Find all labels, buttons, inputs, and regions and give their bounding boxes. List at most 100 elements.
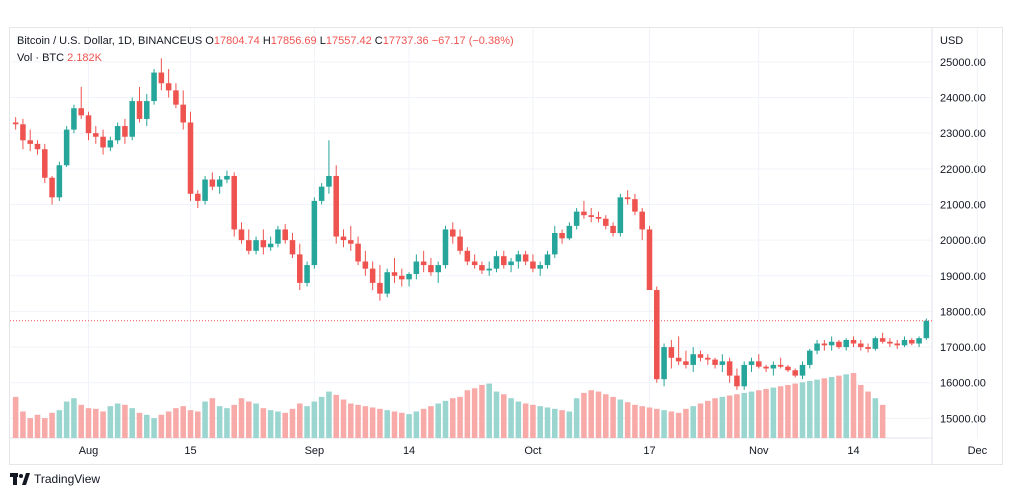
candle-body — [544, 254, 551, 266]
candle-body — [151, 72, 157, 102]
tradingview-logo[interactable]: TradingView — [10, 472, 100, 486]
volume-bar — [216, 406, 223, 438]
volume-bar — [734, 394, 740, 438]
candle-body — [639, 211, 645, 230]
volume-bar — [56, 410, 63, 438]
candle-body — [894, 343, 900, 346]
candle-body — [49, 177, 55, 198]
candle-body — [566, 225, 573, 239]
candle-body — [814, 343, 820, 351]
low-label: L — [319, 35, 326, 47]
volume-bar — [865, 391, 871, 438]
volume-bar — [450, 398, 456, 438]
candle-body — [668, 347, 675, 358]
tradingview-logo-icon — [10, 473, 30, 485]
volume-bar — [675, 412, 682, 438]
candle-body — [63, 129, 70, 166]
x-tick-label: 17 — [643, 445, 655, 457]
candle-body — [318, 186, 325, 201]
volume-bar — [129, 408, 135, 438]
volume-bar — [297, 403, 303, 438]
candle-body — [756, 361, 762, 367]
candle-body — [173, 90, 179, 105]
candle-body — [399, 275, 405, 280]
y-tick-label: 25000.00 — [940, 57, 986, 69]
volume-bar — [588, 390, 594, 438]
candle-body — [78, 108, 84, 116]
candle-body — [420, 261, 427, 266]
candle-body — [719, 361, 726, 365]
candle-body — [289, 240, 296, 255]
candle-body — [297, 254, 303, 283]
volume-bar — [180, 406, 186, 438]
open-label: O — [205, 35, 214, 47]
candle-body — [107, 140, 114, 148]
candle-body — [712, 359, 718, 365]
volume-bar — [508, 398, 514, 438]
candle-body — [209, 179, 216, 187]
volume-bar — [697, 403, 704, 438]
candle-body — [530, 261, 536, 269]
x-tick-label: Sep — [305, 445, 325, 457]
volume-bar — [304, 406, 310, 438]
x-tick-label: Aug — [79, 445, 99, 457]
candle-body — [348, 240, 354, 244]
candle-body — [413, 261, 420, 274]
volume-bar — [107, 406, 114, 438]
candle-body — [559, 233, 565, 239]
candle-body — [683, 361, 689, 365]
volume-bar — [399, 412, 405, 438]
candle-body — [369, 268, 376, 283]
candle-body — [595, 216, 602, 219]
volume-bar — [435, 403, 441, 438]
candle-body — [726, 361, 733, 376]
candle-body — [552, 233, 558, 255]
candle-body — [887, 341, 893, 344]
close-value: 17737.36 — [382, 35, 429, 47]
candle-body — [734, 375, 740, 387]
volume-bar — [661, 410, 667, 438]
candle-body — [581, 211, 587, 216]
volume-bar — [719, 396, 726, 438]
candle-body — [377, 282, 383, 294]
open-value: 17804.74 — [213, 35, 260, 47]
volume-bar — [282, 412, 288, 438]
volume-bar — [581, 392, 587, 438]
volume-bar — [311, 401, 318, 438]
candle-body — [792, 370, 798, 376]
volume-bar — [843, 374, 849, 438]
volume-bar — [71, 398, 77, 438]
volume-bar — [384, 410, 390, 438]
volume-bar — [544, 407, 551, 438]
volume-bar — [821, 378, 828, 438]
candle-body — [850, 339, 857, 344]
candle-body — [12, 122, 19, 125]
candle-body — [450, 229, 456, 237]
y-tick-label: 17000.00 — [940, 342, 986, 354]
volume-bar — [413, 411, 420, 438]
volume-bar — [27, 418, 33, 438]
candle-body — [858, 343, 864, 348]
price-chart[interactable]: 25000.00 24000.00 23000.00 22000.00 21000.00… — [10, 28, 1002, 464]
volume-bar — [552, 408, 558, 438]
volume-bar — [224, 408, 230, 438]
volume-bar — [654, 408, 660, 438]
volume-bar — [333, 394, 339, 438]
candle-body — [785, 366, 791, 371]
candle-body — [748, 361, 755, 365]
candle-body — [391, 272, 398, 276]
candle-body — [20, 124, 26, 141]
y-tick-label: 19000.00 — [940, 271, 986, 283]
volume-bar — [377, 408, 383, 438]
candle-body — [428, 265, 434, 273]
volume-bar — [355, 404, 361, 438]
candle-body — [617, 197, 624, 233]
candle-body — [122, 126, 128, 137]
volume-bar — [260, 408, 267, 438]
candle-body — [311, 200, 318, 266]
volume-bar — [144, 414, 150, 438]
candle-body — [114, 126, 121, 141]
volume-bar — [420, 408, 427, 438]
volume-label: Vol · BTC — [17, 52, 65, 64]
candle-body — [180, 104, 186, 123]
